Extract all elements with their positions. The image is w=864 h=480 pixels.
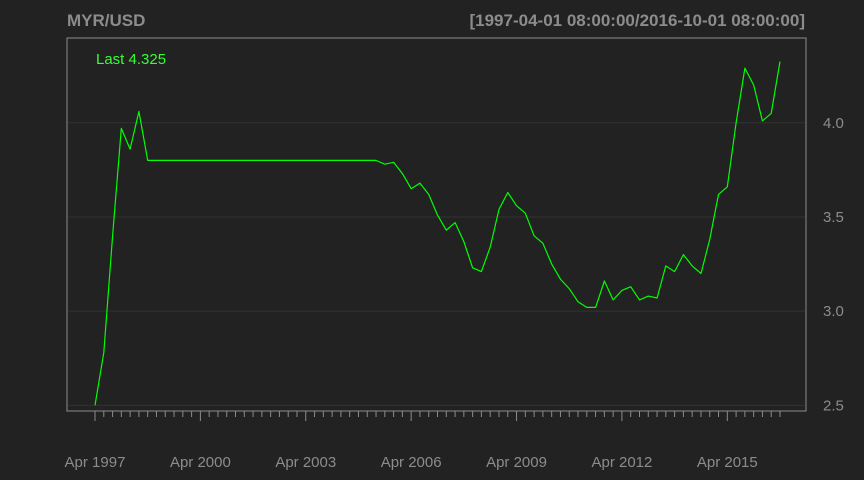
x-tick-label: Apr 2015	[697, 454, 758, 471]
series-line	[94, 61, 781, 406]
y-tick-label: 4.0	[823, 115, 844, 132]
y-tick-label: 3.5	[823, 209, 844, 226]
x-tick-label: Apr 2009	[486, 454, 547, 471]
y-axis: 2.5 3.0 3.5 4.0	[823, 115, 844, 415]
x-tick-label: Apr 2003	[275, 454, 336, 471]
series-layer	[94, 61, 781, 406]
y-tick-label: 2.5	[823, 397, 844, 414]
plot-frame	[66, 37, 807, 412]
chart-title: MYR/USD	[67, 11, 145, 30]
last-value-label: Last 4.325	[96, 51, 166, 68]
x-tick-label: Apr 2000	[170, 454, 231, 471]
x-tick-label: Apr 2012	[591, 454, 652, 471]
date-range-label: [1997-04-01 08:00:00/2016-10-01 08:00:00…	[469, 11, 805, 30]
x-tick-label: Apr 1997	[65, 454, 126, 471]
x-axis: Apr 1997 Apr 2000 Apr 2003 Apr 2006 Apr 2009…	[65, 411, 781, 471]
grid	[68, 122, 805, 406]
y-tick-label: 3.0	[823, 303, 844, 320]
x-tick-label: Apr 2006	[381, 454, 442, 471]
